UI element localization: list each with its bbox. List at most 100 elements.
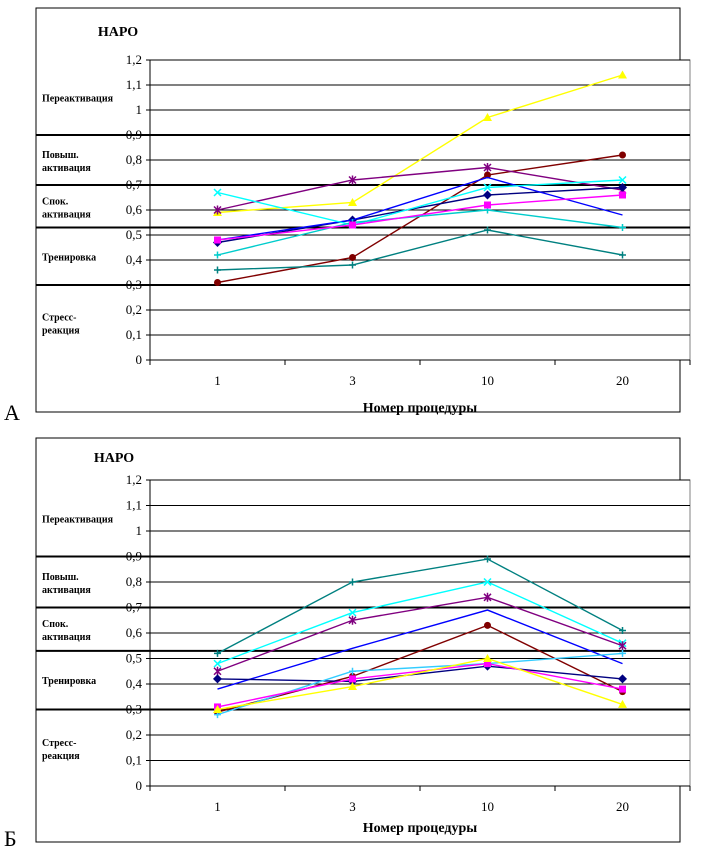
chart-b-y-tick-label: 1 xyxy=(136,523,143,538)
chart-a-data-point xyxy=(618,70,627,79)
chart-a-series-line xyxy=(217,74,623,214)
chart-a-data-point xyxy=(349,261,356,269)
chart-a-series-line xyxy=(217,166,623,211)
chart-b-data-point xyxy=(348,608,357,617)
chart-b-data-point xyxy=(484,555,491,563)
chart-a-data-point xyxy=(619,191,626,199)
chart-a-y-tick-label: 0,1 xyxy=(126,327,142,342)
chart-b-series-line xyxy=(217,581,623,665)
chart-a-series-line xyxy=(217,209,623,256)
chart-b-x-tick-label: 10 xyxy=(481,799,494,814)
chart-a-data-point xyxy=(484,171,491,179)
chart-b-series-line xyxy=(217,596,623,672)
chart-a-data-point xyxy=(619,251,626,259)
chart-b-y-tick-label: 0 xyxy=(136,778,143,793)
chart-a-zone-label: Спок. активация xyxy=(42,196,91,220)
chart-a-y-tick-label: 0,2 xyxy=(126,302,142,317)
chart-b-series-3 xyxy=(213,592,627,676)
chart-b-y-tick-label: 0,8 xyxy=(126,574,142,589)
chart-a-data-point xyxy=(349,221,356,229)
chart-a-x-tick-label: 3 xyxy=(349,373,356,388)
chart-b-y-tick-label: 0,1 xyxy=(126,753,142,768)
chart-b-series-2 xyxy=(213,577,627,668)
chart-a-series-line xyxy=(217,179,623,226)
chart-a-data-point xyxy=(213,205,222,215)
chart-b-data-point xyxy=(348,615,357,625)
chart-a-data-point xyxy=(214,279,221,286)
chart-b-data-point xyxy=(349,578,356,586)
chart-a-data-point xyxy=(348,175,357,185)
chart-a-y-tick-label: 0,4 xyxy=(126,252,143,267)
chart-b-data-point xyxy=(619,649,626,657)
chart-b-y-tick-label: 0,6 xyxy=(126,625,143,640)
chart-a-series-line xyxy=(217,186,623,244)
chart-b-series-9 xyxy=(213,654,627,713)
chart-b-y-tick-label: 1,1 xyxy=(126,498,142,513)
chart-b-y-tick-label: 0,5 xyxy=(126,651,142,666)
chart-a-y-tick-label: 0,6 xyxy=(126,202,143,217)
chart-a-series-6 xyxy=(213,175,627,230)
chart-a-data-point xyxy=(484,201,491,209)
chart-b-data-point xyxy=(348,682,357,691)
chart-b-series-4 xyxy=(217,609,623,690)
chart-b-series-line xyxy=(217,662,623,708)
chart-b-y-tick-label: 0,2 xyxy=(126,727,142,742)
chart-a-data-point xyxy=(483,163,492,172)
chart-b-series-line xyxy=(217,657,623,711)
chart-a-data-point xyxy=(214,251,221,259)
chart-b-data-point xyxy=(619,626,626,634)
panel-letter-a: А xyxy=(4,400,20,425)
chart-a-x-tick-label: 20 xyxy=(616,373,629,388)
chart-b-zone-label: Тренировка xyxy=(42,676,96,687)
chart-a-x-axis-title: Номер процедуры xyxy=(363,401,477,416)
chart-b-data-point xyxy=(349,667,356,675)
chart-a-series-line xyxy=(217,229,623,271)
chart-b-svg: 00,10,20,30,40,50,60,70,80,911,11,2Переа… xyxy=(35,437,691,843)
chart-b-x-tick-label: 20 xyxy=(616,799,629,814)
chart-a-zone-label: Тренировка xyxy=(42,252,96,263)
chart-b-data-point xyxy=(483,577,492,587)
chart-a-data-point xyxy=(483,113,492,121)
chart-b-data-point xyxy=(618,699,627,708)
chart-b-series-line xyxy=(217,665,623,683)
chart-b-data-point xyxy=(483,592,492,602)
chart-a-y-tick-label: 1,1 xyxy=(126,77,142,92)
chart-b-zone-label: Спок. активация xyxy=(42,619,91,643)
chart-a-data-point xyxy=(214,266,221,274)
chart-b-data-point xyxy=(483,654,492,662)
chart-b-data-point xyxy=(618,641,627,651)
chart-a-y-tick-label: 0,5 xyxy=(126,227,142,242)
chart-a-data-point xyxy=(483,183,492,192)
chart-a-data-point xyxy=(484,226,491,234)
chart-a-series-9 xyxy=(214,226,626,274)
chart-a-data-point xyxy=(619,151,626,159)
chart-a-x-tick-label: 1 xyxy=(214,373,221,388)
panel-letter-b: Б xyxy=(4,826,17,851)
chart-a-series-1 xyxy=(213,70,627,216)
chart-a-series-line xyxy=(217,194,623,241)
chart-b-data-point xyxy=(618,674,627,684)
chart-b-data-point xyxy=(213,659,222,668)
chart-a-series-5 xyxy=(217,176,623,241)
chart-b-x-tick-label: 3 xyxy=(349,799,356,814)
chart-b-data-point xyxy=(349,675,356,683)
chart-b-y-tick-label: 1,2 xyxy=(126,472,142,487)
chart-b-data-point xyxy=(619,685,626,693)
chart-a-zone-label: Стресс-реакция xyxy=(42,313,80,337)
chart-a-y-tick-label: 0,8 xyxy=(126,152,142,167)
chart-a-data-point xyxy=(213,188,222,197)
chart-a-data-point xyxy=(618,183,627,192)
chart-a-y-axis-title: НАРО xyxy=(98,25,138,40)
chart-panel-b: 0 0,1 0,2 0,3 0,4 0,5 0,6 0,7 0,8 0,9 1 1,1 1,2 Переа… xyxy=(0,428,718,854)
chart-b-series-line xyxy=(217,558,623,655)
chart-a-y-tick-label: 1 xyxy=(136,102,143,117)
chart-b-x-tick-label: 1 xyxy=(214,799,221,814)
chart-a-y-tick-label: 1,2 xyxy=(126,52,142,67)
chart-b-data-point xyxy=(213,674,222,684)
chart-b-data-point xyxy=(214,649,221,657)
chart-b-x-axis-title: Номер процедуры xyxy=(363,821,477,836)
chart-a-data-point xyxy=(483,190,492,200)
chart-a-zone-label: Повыш. активация xyxy=(42,150,91,174)
chart-b-data-point xyxy=(484,660,491,668)
chart-a-zone-label: Переактивация xyxy=(42,94,114,105)
